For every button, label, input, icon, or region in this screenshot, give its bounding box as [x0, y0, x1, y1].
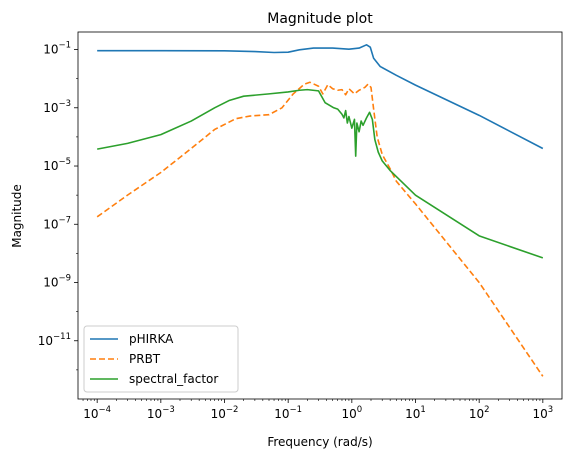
series-layer [96, 44, 544, 377]
x-axis-label: Frequency (rad/s) [267, 435, 372, 449]
x-tick-label: 103 [532, 405, 553, 421]
y-axis: 10−11 10−9 10−7 10−5 10−3 10−1 [38, 41, 78, 371]
y-tick-label: 10−9 [43, 274, 71, 290]
series-line-spectral-factor [97, 88, 544, 259]
y-axis-label: Magnitude [10, 184, 24, 248]
chart-title: Magnitude plot [267, 11, 373, 27]
legend: pHIRKA PRBT spectral_factor [83, 325, 239, 393]
x-tick-label: 102 [469, 405, 490, 421]
series-line-prbt [96, 81, 544, 377]
legend-label: pHIRKA [129, 332, 174, 346]
x-tick-label: 10−3 [147, 405, 175, 421]
y-tick-label: 10−7 [43, 215, 71, 231]
series-line-phirka [97, 44, 544, 150]
legend-label: spectral_factor [129, 372, 218, 386]
legend-box [83, 325, 239, 393]
x-tick-label: 10−4 [83, 405, 111, 421]
x-tick-label: 10−2 [211, 405, 239, 421]
x-tick-label: 101 [405, 405, 426, 421]
x-tick-label: 10−1 [274, 405, 302, 421]
y-tick-label: 10−3 [43, 99, 71, 115]
plot-frame [77, 31, 563, 400]
x-tick-label: 100 [341, 405, 362, 421]
y-tick-label: 10−1 [43, 41, 71, 57]
y-tick-label: 10−5 [43, 157, 71, 173]
legend-label: PRBT [129, 352, 161, 366]
y-tick-label: 10−11 [38, 332, 71, 348]
x-axis: 10−4 10−3 10−2 10−1 100 101 102 103 [82, 399, 553, 421]
